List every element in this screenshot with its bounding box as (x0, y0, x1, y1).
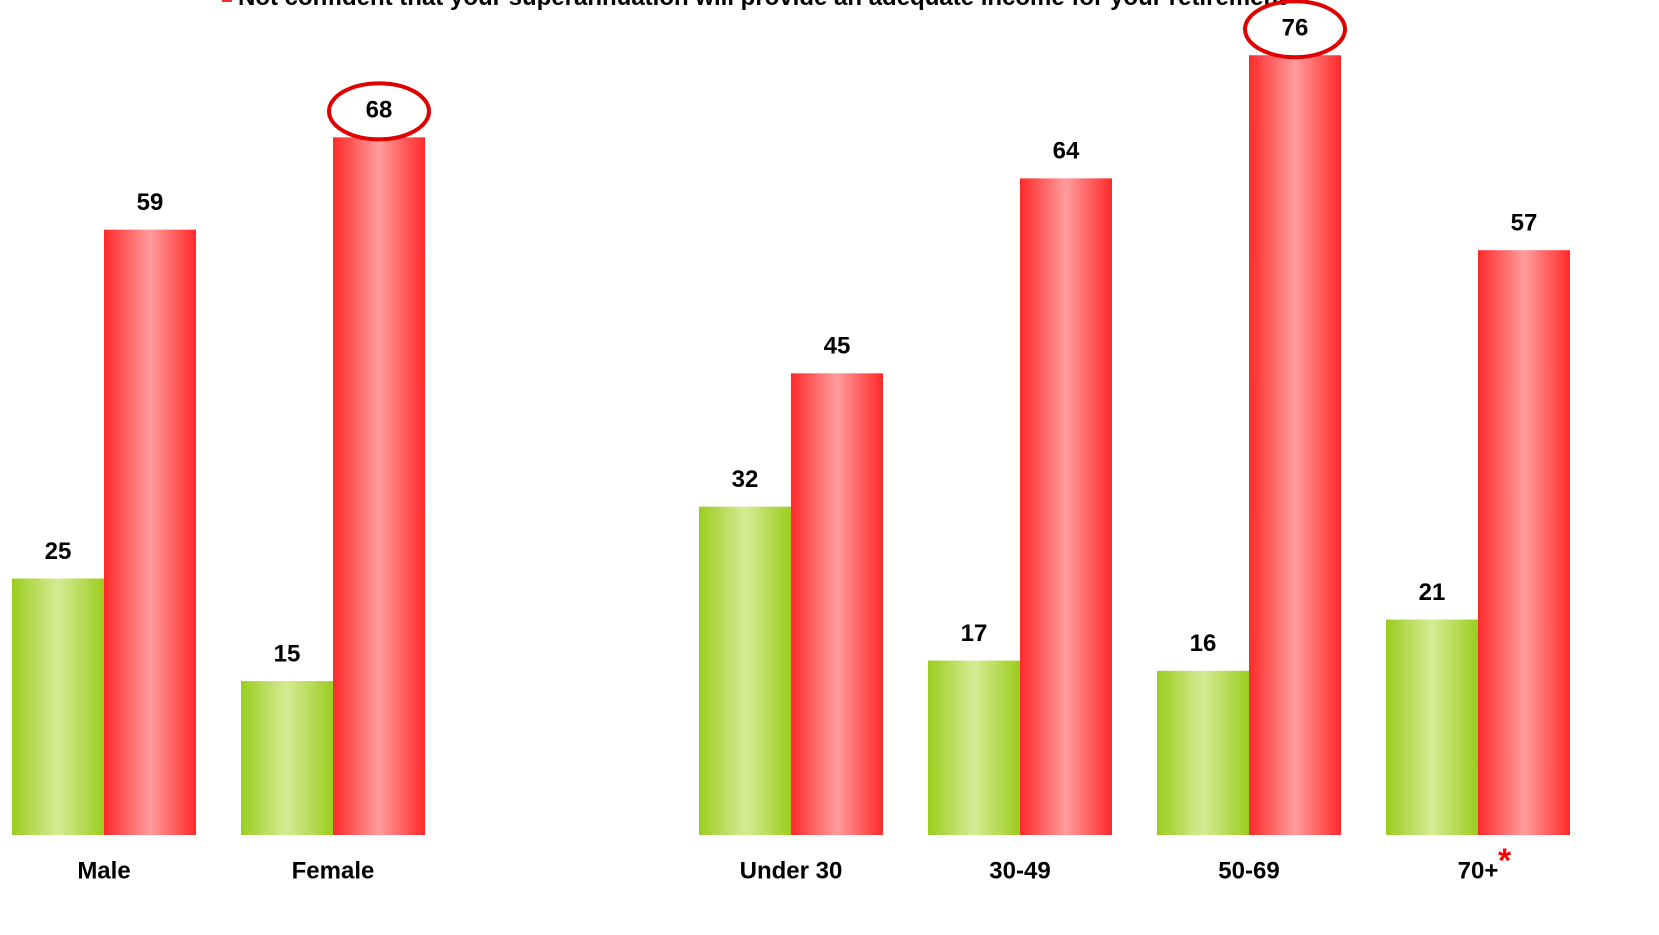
bar (1020, 178, 1112, 836)
value-label: 57 (1511, 210, 1538, 237)
x-tick-label: Female (292, 857, 375, 884)
bar (791, 373, 883, 835)
bar (333, 137, 425, 835)
legend-label: Not confident that your superannuation w… (238, 0, 1286, 11)
bar (1249, 55, 1341, 836)
bar (928, 660, 1020, 835)
bar (12, 578, 104, 835)
value-label: 21 (1419, 579, 1446, 606)
x-tick-label: 30-49 (989, 857, 1050, 884)
bar (699, 506, 791, 835)
value-label: 68 (366, 97, 393, 124)
value-label: 76 (1282, 15, 1309, 42)
highlight-circle (1243, 0, 1347, 60)
x-tick-label: Male (77, 857, 130, 884)
x-tick-label: Under 30 (740, 857, 843, 884)
bar (241, 681, 333, 835)
x-tick-label: 50-69 (1218, 857, 1279, 884)
value-label: 32 (732, 466, 759, 493)
bar (104, 229, 196, 835)
bar (1157, 670, 1249, 835)
highlight-circle (327, 81, 431, 142)
value-label: 16 (1190, 630, 1217, 657)
annotation: * (1498, 842, 1512, 880)
value-label: 25 (45, 538, 72, 565)
bar (1478, 250, 1570, 835)
legend-swatch (222, 0, 232, 2)
bar (1386, 619, 1478, 835)
value-label: 15 (274, 640, 301, 667)
x-tick-label: 70+ (1458, 857, 1499, 884)
value-label: 17 (961, 620, 988, 647)
value-label: 64 (1053, 138, 1080, 165)
value-label: 59 (137, 189, 164, 216)
value-label: 45 (824, 333, 851, 360)
